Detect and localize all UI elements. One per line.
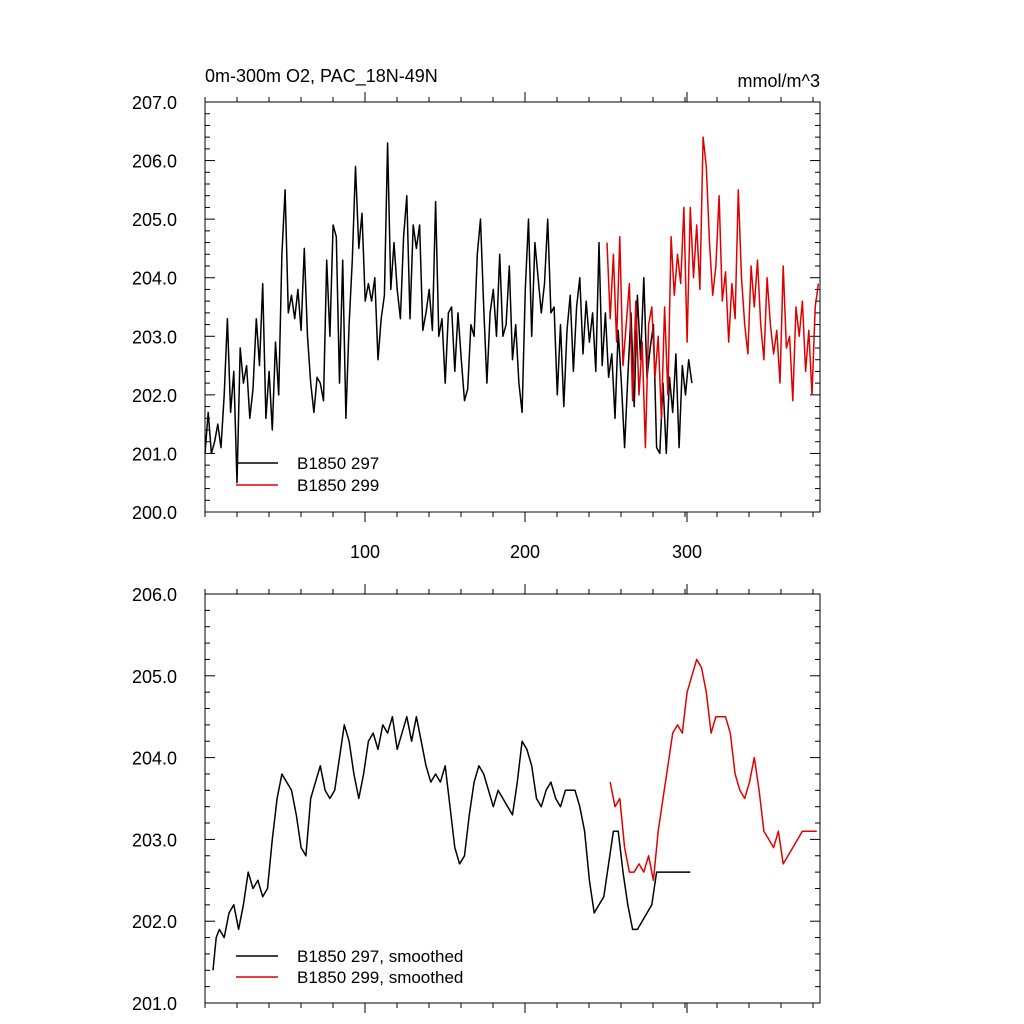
chart-title: 0m-300m O2, PAC_18N-49N: [205, 66, 438, 87]
x-tick-label: 100: [350, 542, 380, 562]
y-tick-label: 205.0: [132, 210, 177, 230]
y-tick-label: 202.0: [132, 912, 177, 932]
chart-units: mmol/m^3: [738, 71, 820, 91]
y-tick-label: 206.0: [132, 152, 177, 172]
series-line-1: [204, 142, 693, 484]
series-line-2: [609, 658, 817, 882]
x-tick-label: 200: [510, 542, 540, 562]
series-line-2: [606, 136, 820, 449]
y-tick-label: 204.0: [132, 749, 177, 769]
y-tick-label: 203.0: [132, 327, 177, 347]
x-tick-label: 300: [672, 542, 702, 562]
top-panel: 200.0 201.0 202.0 203.0 204.0 205.0 206.0 207.0…: [132, 92, 821, 562]
legend-label-1: B1850 297: [297, 454, 379, 473]
legend-label-2: B1850 299: [297, 476, 379, 495]
legend-label-2: B1850 299, smoothed: [297, 968, 463, 987]
y-tick-label: 201.0: [132, 994, 177, 1014]
series-line-1: [212, 715, 691, 971]
y-tick-label: 202.0: [132, 386, 177, 406]
y-tick-label: 204.0: [132, 269, 177, 289]
y-tick-label: 206.0: [132, 585, 177, 605]
plot-frame: [204, 101, 821, 513]
y-tick-label: 200.0: [132, 503, 177, 523]
legend-label-1: B1850 297, smoothed: [297, 947, 463, 966]
y-tick-label: 203.0: [132, 830, 177, 850]
y-tick-label: 207.0: [132, 93, 177, 113]
plot-frame: [204, 593, 821, 1004]
y-tick-label: 201.0: [132, 444, 177, 464]
y-tick-label: 205.0: [132, 667, 177, 687]
bottom-panel: 201.0 202.0 203.0 204.0 205.0 206.0 B1850 297,…: [132, 584, 821, 1014]
